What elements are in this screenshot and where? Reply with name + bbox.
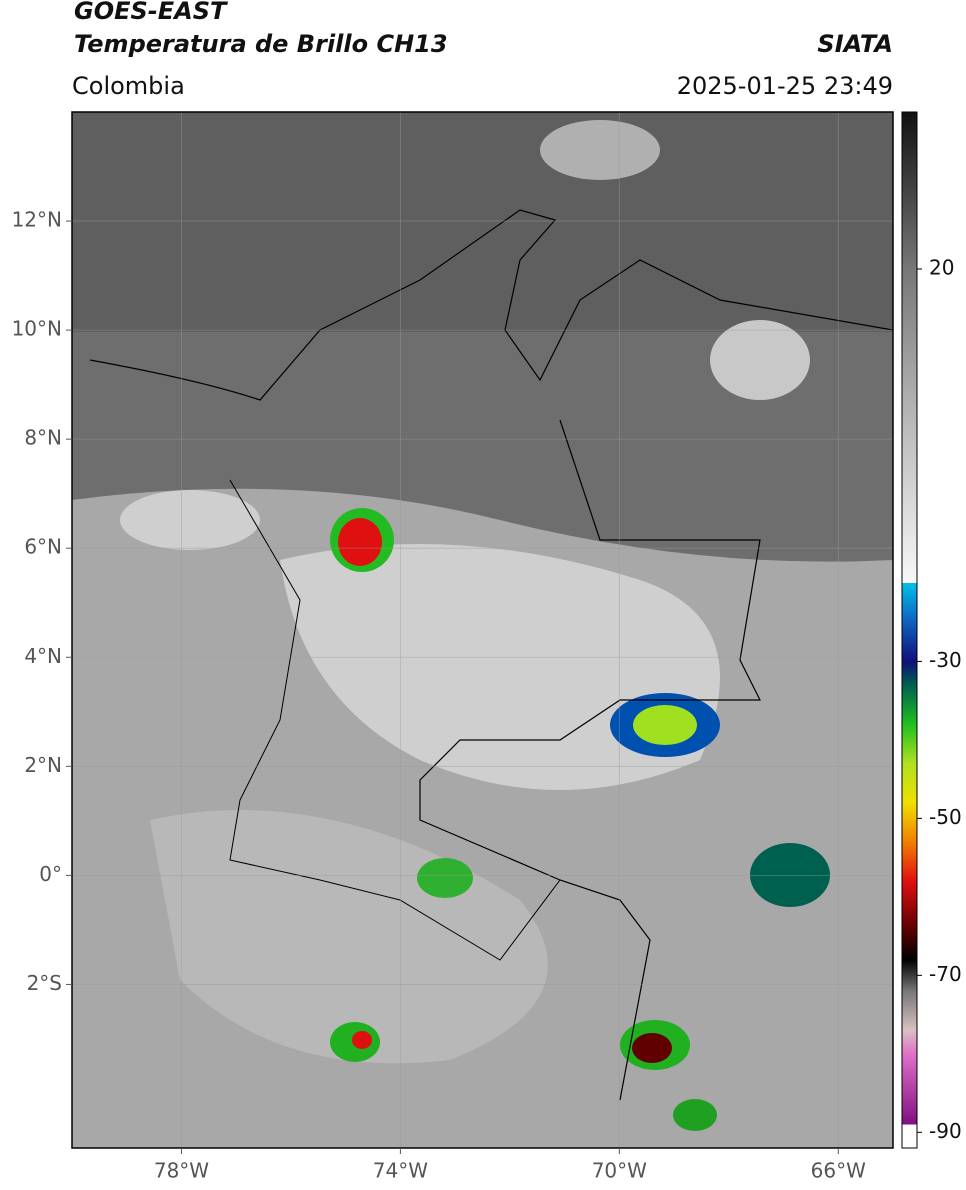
colorbar-tick-label: -30 <box>929 648 962 672</box>
title: GOES-EAST <box>74 0 228 25</box>
map-frame <box>71 111 894 1149</box>
y-tick-label: 8°N <box>24 426 62 450</box>
x-tick-label: 66°W <box>811 1159 866 1183</box>
y-tick-label: 12°N <box>12 208 62 232</box>
satellite-image <box>72 112 893 1148</box>
colorbar <box>902 112 917 1148</box>
colorbar-tick-label: 20 <box>929 255 954 279</box>
datetime: 2025-01-25 23:49 <box>677 72 893 100</box>
y-tick-label: 6°N <box>24 535 62 559</box>
colorbar-tick-label: -70 <box>929 962 962 986</box>
y-tick-label: 2°N <box>24 753 62 777</box>
colorbar-tick-label: -50 <box>929 805 962 829</box>
x-tick-label: 74°W <box>373 1159 428 1183</box>
x-tick-label: 70°W <box>592 1159 647 1183</box>
colorbar-frame <box>901 111 918 1149</box>
y-tick-label: 2°S <box>27 971 62 995</box>
subtitle: Temperatura de Brillo CH13 <box>74 30 448 58</box>
x-tick-label: 78°W <box>154 1159 209 1183</box>
source: SIATA <box>817 30 893 58</box>
y-tick-label: 10°N <box>12 317 62 341</box>
graticule <box>72 112 893 1148</box>
y-tick-label: 0° <box>39 862 62 886</box>
y-tick-label: 4°N <box>24 644 62 668</box>
colorbar-tick-label: -90 <box>929 1119 962 1143</box>
region: Colombia <box>72 72 185 100</box>
